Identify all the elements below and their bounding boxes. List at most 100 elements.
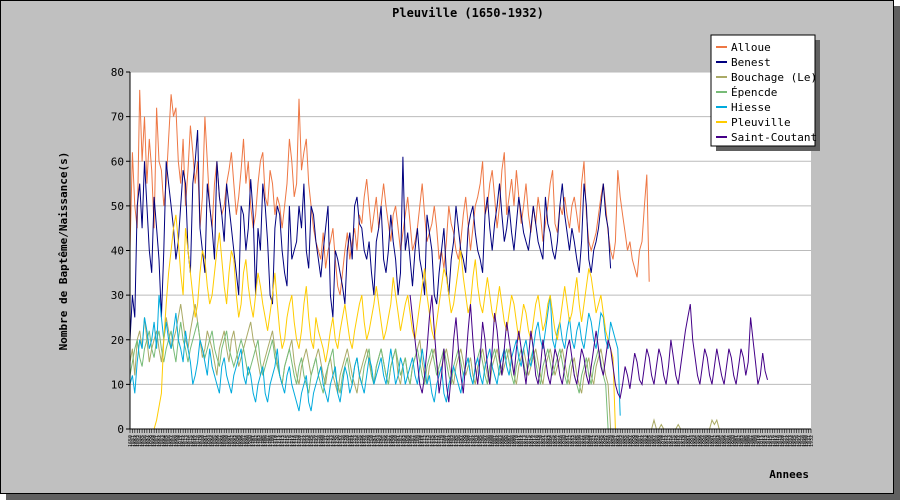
legend-label: Saint-Coutant xyxy=(731,131,817,144)
x-tick-label: 1868 xyxy=(654,435,660,447)
series-line-saint-coutant xyxy=(409,295,768,403)
legend-label: Pleuville xyxy=(731,116,791,129)
y-axis-label: Nombre de Baptême/Naissance(s) xyxy=(57,152,70,351)
x-tick-label: 1872 xyxy=(664,435,670,447)
x-tick-label: 1713 xyxy=(280,435,286,447)
x-tick-label: 1766 xyxy=(408,435,414,447)
x-axis: 1650165116521653165416551656165716581659… xyxy=(128,428,815,447)
x-tick-label: 1929 xyxy=(802,435,808,447)
x-tick-label: 1661 xyxy=(155,435,161,447)
x-tick-label: 1898 xyxy=(727,435,733,447)
x-tick-label: 1820 xyxy=(539,435,545,447)
x-tick-label: 1876 xyxy=(674,435,680,447)
x-tick-label: 1822 xyxy=(543,435,549,447)
x-tick-label: 1861 xyxy=(638,435,644,447)
x-tick-label: 1689 xyxy=(222,435,228,447)
y-tick-label: 0 xyxy=(117,423,124,436)
x-tick-label: 1857 xyxy=(628,435,634,447)
x-tick-label: 1772 xyxy=(423,435,429,447)
x-tick-label: 1783 xyxy=(449,435,455,447)
x-tick-label: 1759 xyxy=(391,435,397,447)
x-tick-label: 1656 xyxy=(142,435,148,447)
x-tick-label: 1909 xyxy=(753,435,759,447)
x-tick-label: 1809 xyxy=(512,435,518,447)
x-tick-label: 1696 xyxy=(239,435,245,447)
x-tick-label: 1818 xyxy=(534,435,540,447)
x-tick-label: 1665 xyxy=(164,435,170,447)
x-tick-label: 1731 xyxy=(324,435,330,447)
x-tick-label: 1808 xyxy=(510,435,516,447)
x-tick-label: 1924 xyxy=(790,435,796,447)
x-tick-label: 1892 xyxy=(712,435,718,447)
x-tick-label: 1865 xyxy=(647,435,653,447)
x-tick-label: 1870 xyxy=(659,435,665,447)
x-tick-label: 1925 xyxy=(792,435,798,447)
x-tick-label: 1847 xyxy=(604,435,610,447)
x-tick-label: 1671 xyxy=(179,435,185,447)
x-tick-label: 1894 xyxy=(717,435,723,447)
x-tick-label: 1666 xyxy=(167,435,173,447)
x-tick-label: 1922 xyxy=(785,435,791,447)
x-tick-label: 1848 xyxy=(606,435,612,447)
x-tick-label: 1918 xyxy=(775,435,781,447)
x-tick-label: 1699 xyxy=(246,435,252,447)
x-tick-label: 1902 xyxy=(737,435,743,447)
x-tick-label: 1807 xyxy=(507,435,513,447)
x-tick-label: 1799 xyxy=(488,435,494,447)
x-tick-label: 1854 xyxy=(621,435,627,447)
series-line-benest xyxy=(129,129,612,340)
x-tick-label: 1891 xyxy=(710,435,716,447)
x-tick-label: 1802 xyxy=(495,435,501,447)
x-tick-label: 1932 xyxy=(809,435,815,447)
x-tick-label: 1843 xyxy=(594,435,600,447)
x-tick-label: 1712 xyxy=(278,435,284,447)
x-tick-label: 1653 xyxy=(135,435,141,447)
x-tick-label: 1668 xyxy=(171,435,177,447)
x-tick-label: 1781 xyxy=(444,435,450,447)
x-tick-label: 1770 xyxy=(418,435,424,447)
x-tick-label: 1657 xyxy=(145,435,151,447)
x-tick-label: 1688 xyxy=(220,435,226,447)
x-tick-label: 1728 xyxy=(316,435,322,447)
x-tick-label: 1850 xyxy=(611,435,617,447)
x-tick-label: 1753 xyxy=(377,435,383,447)
x-tick-label: 1786 xyxy=(456,435,462,447)
legend-box xyxy=(710,34,816,147)
x-tick-label: 1710 xyxy=(273,435,279,447)
x-tick-label: 1895 xyxy=(720,435,726,447)
x-tick-label: 1690 xyxy=(225,435,231,447)
x-tick-label: 1907 xyxy=(749,435,755,447)
x-tick-label: 1871 xyxy=(662,435,668,447)
x-tick-label: 1679 xyxy=(198,435,204,447)
x-tick-label: 1686 xyxy=(215,435,221,447)
x-tick-label: 1919 xyxy=(778,435,784,447)
x-tick-label: 1720 xyxy=(297,435,303,447)
x-tick-label: 1794 xyxy=(476,435,482,447)
x-tick-label: 1659 xyxy=(150,435,156,447)
x-tick-label: 1880 xyxy=(683,435,689,447)
x-tick-label: 1805 xyxy=(502,435,508,447)
x-tick-label: 1717 xyxy=(290,435,296,447)
x-tick-label: 1744 xyxy=(355,435,361,447)
x-tick-label: 1694 xyxy=(234,435,240,447)
x-tick-label: 1746 xyxy=(360,435,366,447)
x-tick-label: 1828 xyxy=(558,435,564,447)
x-tick-label: 1916 xyxy=(770,435,776,447)
x-tick-label: 1813 xyxy=(522,435,528,447)
x-tick-label: 1899 xyxy=(729,435,735,447)
x-tick-label: 1866 xyxy=(650,435,656,447)
x-tick-label: 1654 xyxy=(138,435,144,447)
x-tick-label: 1804 xyxy=(500,435,506,447)
x-tick-label: 1812 xyxy=(519,435,525,447)
x-tick-label: 1903 xyxy=(739,435,745,447)
x-tick-label: 1660 xyxy=(152,435,158,447)
x-tick-label: 1743 xyxy=(353,435,359,447)
x-tick-label: 1917 xyxy=(773,435,779,447)
y-tick-label: 40 xyxy=(111,245,124,258)
x-tick-label: 1732 xyxy=(326,435,332,447)
x-tick-label: 1886 xyxy=(698,435,704,447)
x-tick-label: 1705 xyxy=(261,435,267,447)
x-tick-label: 1703 xyxy=(256,435,262,447)
x-tick-label: 1655 xyxy=(140,435,146,447)
x-tick-label: 1887 xyxy=(700,435,706,447)
